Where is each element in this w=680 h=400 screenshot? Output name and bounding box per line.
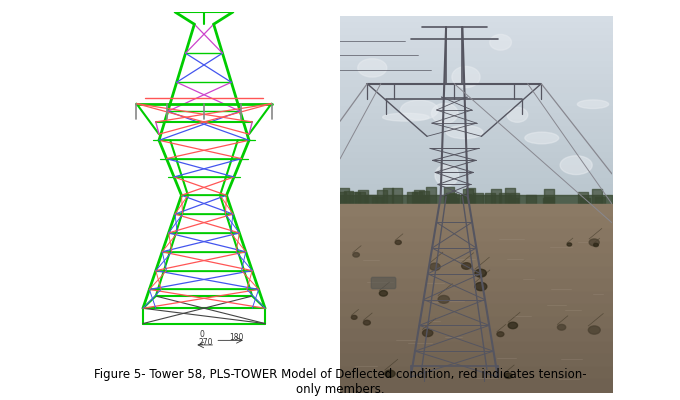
Ellipse shape (507, 107, 528, 122)
Ellipse shape (395, 240, 401, 244)
Ellipse shape (475, 269, 486, 277)
Ellipse shape (462, 263, 471, 269)
Ellipse shape (430, 263, 440, 270)
Ellipse shape (452, 66, 480, 88)
Ellipse shape (558, 324, 566, 330)
Ellipse shape (383, 113, 429, 121)
Text: 270: 270 (199, 338, 213, 347)
Ellipse shape (505, 373, 512, 378)
Text: 180: 180 (229, 333, 243, 342)
Ellipse shape (363, 320, 371, 325)
Ellipse shape (475, 282, 487, 291)
Ellipse shape (432, 103, 458, 124)
Ellipse shape (446, 126, 483, 139)
Ellipse shape (352, 316, 357, 319)
Ellipse shape (588, 326, 600, 334)
Ellipse shape (508, 322, 517, 329)
Ellipse shape (577, 100, 609, 108)
Ellipse shape (490, 34, 511, 50)
Text: 0: 0 (200, 330, 205, 339)
Ellipse shape (435, 165, 459, 186)
Ellipse shape (422, 330, 433, 336)
Ellipse shape (401, 100, 438, 120)
Ellipse shape (353, 252, 360, 257)
Ellipse shape (567, 243, 572, 246)
Ellipse shape (379, 290, 388, 296)
Ellipse shape (358, 59, 387, 77)
Ellipse shape (589, 239, 599, 246)
Text: Figure 5- Tower 58, PLS-TOWER Model of Deflected condition, red indicates tensio: Figure 5- Tower 58, PLS-TOWER Model of D… (94, 368, 586, 396)
Ellipse shape (560, 156, 592, 174)
Ellipse shape (525, 132, 559, 144)
Ellipse shape (497, 332, 504, 336)
FancyBboxPatch shape (371, 277, 396, 289)
Ellipse shape (594, 243, 598, 247)
Ellipse shape (385, 370, 395, 377)
Ellipse shape (438, 296, 449, 303)
